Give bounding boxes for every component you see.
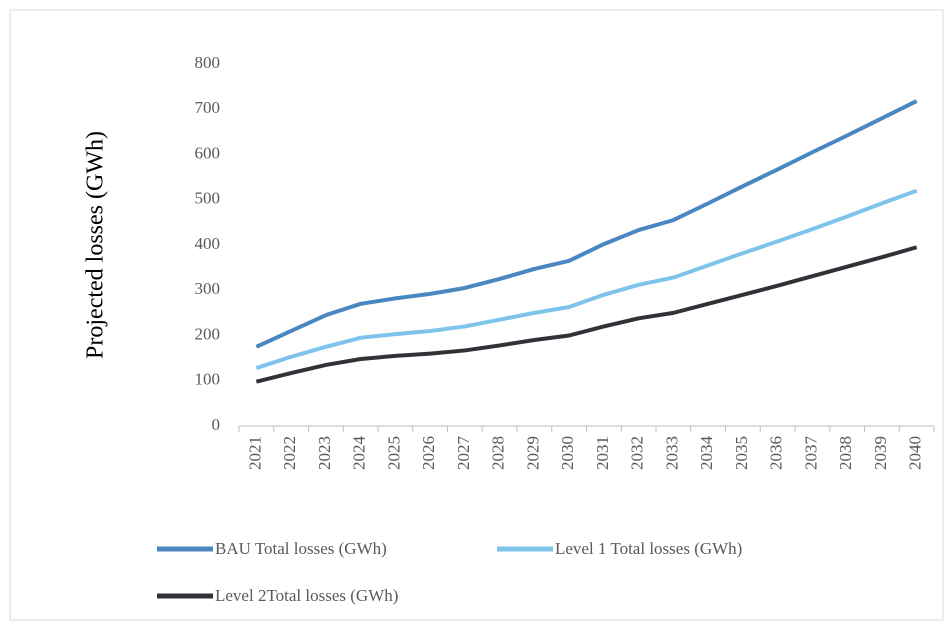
y-tick-label: 800 [195, 53, 221, 72]
legend-label: Level 2Total losses (GWh) [215, 586, 398, 605]
x-tick-label: 2022 [280, 436, 299, 470]
x-tick-label: 2028 [489, 436, 508, 470]
y-tick-label: 500 [195, 189, 221, 208]
x-tick-label: 2026 [419, 436, 438, 470]
x-tick-label: 2038 [836, 436, 855, 470]
x-tick-label: 2021 [245, 436, 264, 470]
x-tick-label: 2040 [906, 436, 925, 470]
y-tick-label: 300 [195, 279, 221, 298]
y-tick-label: 200 [195, 324, 221, 343]
y-tick-label: 600 [195, 143, 221, 162]
chart-frame [9, 9, 944, 621]
x-tick-label: 2029 [523, 436, 542, 470]
x-tick-label: 2037 [801, 436, 820, 471]
x-tick-label: 2031 [593, 436, 612, 470]
y-tick-label: 400 [195, 234, 221, 253]
x-tick-label: 2024 [350, 436, 369, 471]
series-line [255, 245, 918, 384]
x-tick-label: 2027 [454, 436, 473, 471]
y-tick-label: 0 [212, 415, 221, 434]
x-tick-label: 2023 [315, 436, 334, 470]
x-tick-label: 2036 [767, 436, 786, 470]
x-tick-label: 2039 [871, 436, 890, 470]
x-tick-label: 2035 [732, 436, 751, 470]
x-tick-label: 2032 [628, 436, 647, 470]
series-line [255, 188, 918, 370]
x-tick-label: 2025 [384, 436, 403, 470]
series-line [255, 99, 918, 349]
x-tick-label: 2033 [662, 436, 681, 470]
y-tick-label: 700 [195, 98, 221, 117]
x-tick-label: 2034 [697, 436, 716, 471]
y-axis-label: Projected losses (GWh) [83, 131, 109, 359]
legend-label: BAU Total losses (GWh) [215, 539, 387, 558]
legend-label: Level 1 Total losses (GWh) [555, 539, 742, 558]
x-tick-label: 2030 [558, 436, 577, 470]
y-tick-label: 100 [195, 370, 221, 389]
